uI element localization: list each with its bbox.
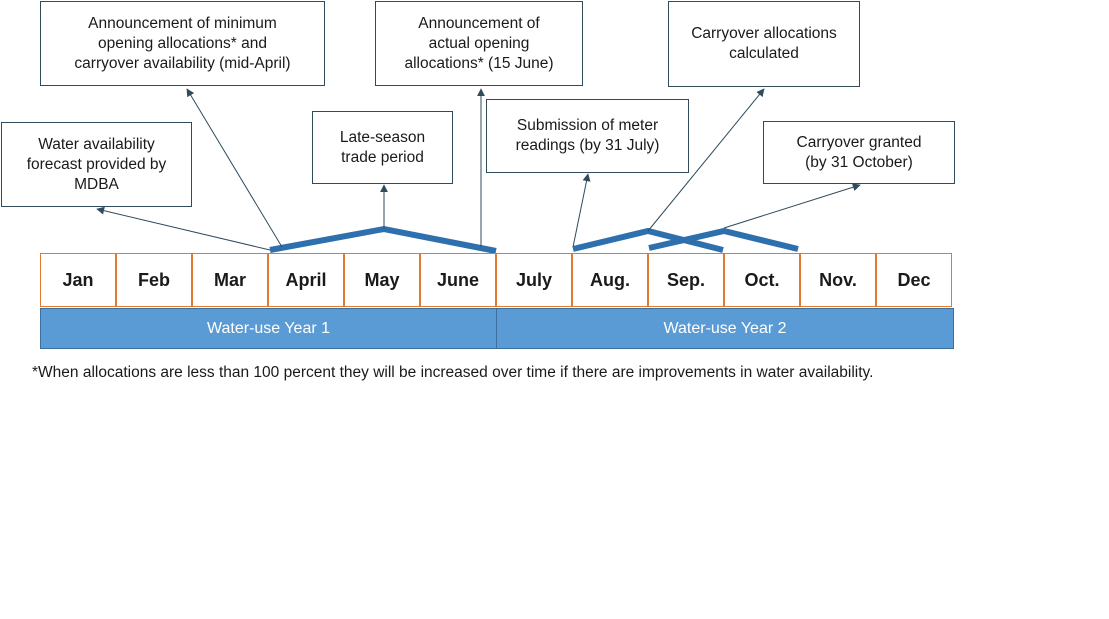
arrow-carryover-granted [723, 183, 861, 229]
month-july: July [496, 253, 572, 307]
month-mar: Mar [192, 253, 268, 307]
arrow-carryover-calc [647, 88, 765, 232]
month-dec: Dec [876, 253, 952, 307]
month-jan: Jan [40, 253, 116, 307]
carryover-bracket [648, 227, 799, 252]
month-oct: Oct. [724, 253, 800, 307]
callout-carryover-granted: Carryover granted (by 31 October) [763, 121, 955, 184]
callout-water-forecast: Water availability forecast provided by … [1, 122, 192, 207]
month-june: June [420, 253, 496, 307]
callout-announce-min: Announcement of minimum opening allocati… [40, 1, 325, 86]
water-use-year-2-bar: Water-use Year 2 [496, 308, 954, 349]
month-april: April [268, 253, 344, 307]
month-feb: Feb [116, 253, 192, 307]
footnote: *When allocations are less than 100 perc… [32, 364, 874, 381]
month-aug: Aug. [572, 253, 648, 307]
month-may: May [344, 253, 420, 307]
callout-announce-actual: Announcement of actual opening allocatio… [375, 1, 583, 86]
month-sep: Sep. [648, 253, 724, 307]
month-nov: Nov. [800, 253, 876, 307]
arrow-water-forecast [96, 206, 271, 251]
arrow-meter-readings [572, 173, 591, 248]
water-use-year-1-bar: Water-use Year 1 [40, 308, 497, 349]
callout-late-trade: Late-season trade period [312, 111, 453, 184]
late-season-bracket [269, 225, 497, 254]
callout-carryover-calc: Carryover allocations calculated [668, 1, 860, 87]
arrow-announce-min [186, 88, 283, 248]
callout-meter-readings: Submission of meter readings (by 31 July… [486, 99, 689, 173]
